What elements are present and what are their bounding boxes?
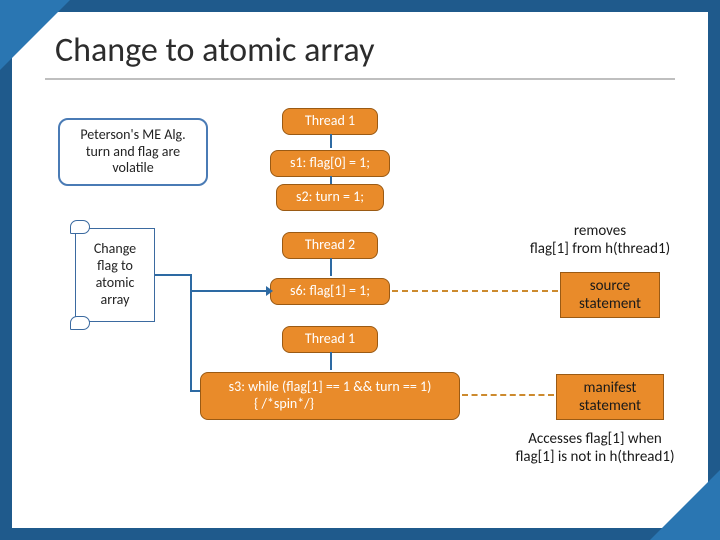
slide-title: Change to atomic array [55, 30, 374, 71]
corner-accent-bottom-right [650, 470, 720, 540]
s1-node: s1: flag[0] = 1; [270, 150, 390, 177]
flow-s1-s2 [330, 176, 332, 184]
thread1-header-b: Thread 1 [282, 326, 378, 353]
source-statement-label: source statement [560, 272, 660, 318]
flow-t1-s1 [330, 134, 332, 148]
s3-node: s3: while (flag[1] == 1 && turn == 1) { … [200, 372, 460, 420]
dash-s6-source [392, 290, 558, 292]
thread1-header-a: Thread 1 [282, 108, 378, 135]
flow-t1b-s3 [330, 352, 332, 370]
arrow-into-s6 [266, 286, 273, 296]
dash-s3-manifest [462, 394, 554, 396]
manifest-statement-label: manifest statement [556, 374, 664, 420]
change-scroll-box: Change flag to atomic array [75, 228, 155, 322]
flow-t2-s6 [330, 258, 332, 276]
connector-seg-c [190, 390, 200, 392]
title-underline [45, 78, 675, 80]
connector-branch-s6 [190, 290, 268, 292]
peterson-box: Peterson's ME Alg. turn and flag are vol… [58, 118, 208, 186]
scroll-curl-bottom [70, 316, 90, 330]
s6-node: s6: flag[1] = 1; [270, 278, 390, 305]
removes-text: removes flag[1] from h(thread1) [500, 222, 700, 258]
scroll-curl-top [70, 220, 90, 234]
connector-seg-a [155, 274, 190, 276]
thread2-header: Thread 2 [282, 232, 378, 259]
s2-node: s2: turn = 1; [276, 184, 384, 211]
accesses-text: Accesses flag[1] when flag[1] is not in … [490, 430, 700, 466]
